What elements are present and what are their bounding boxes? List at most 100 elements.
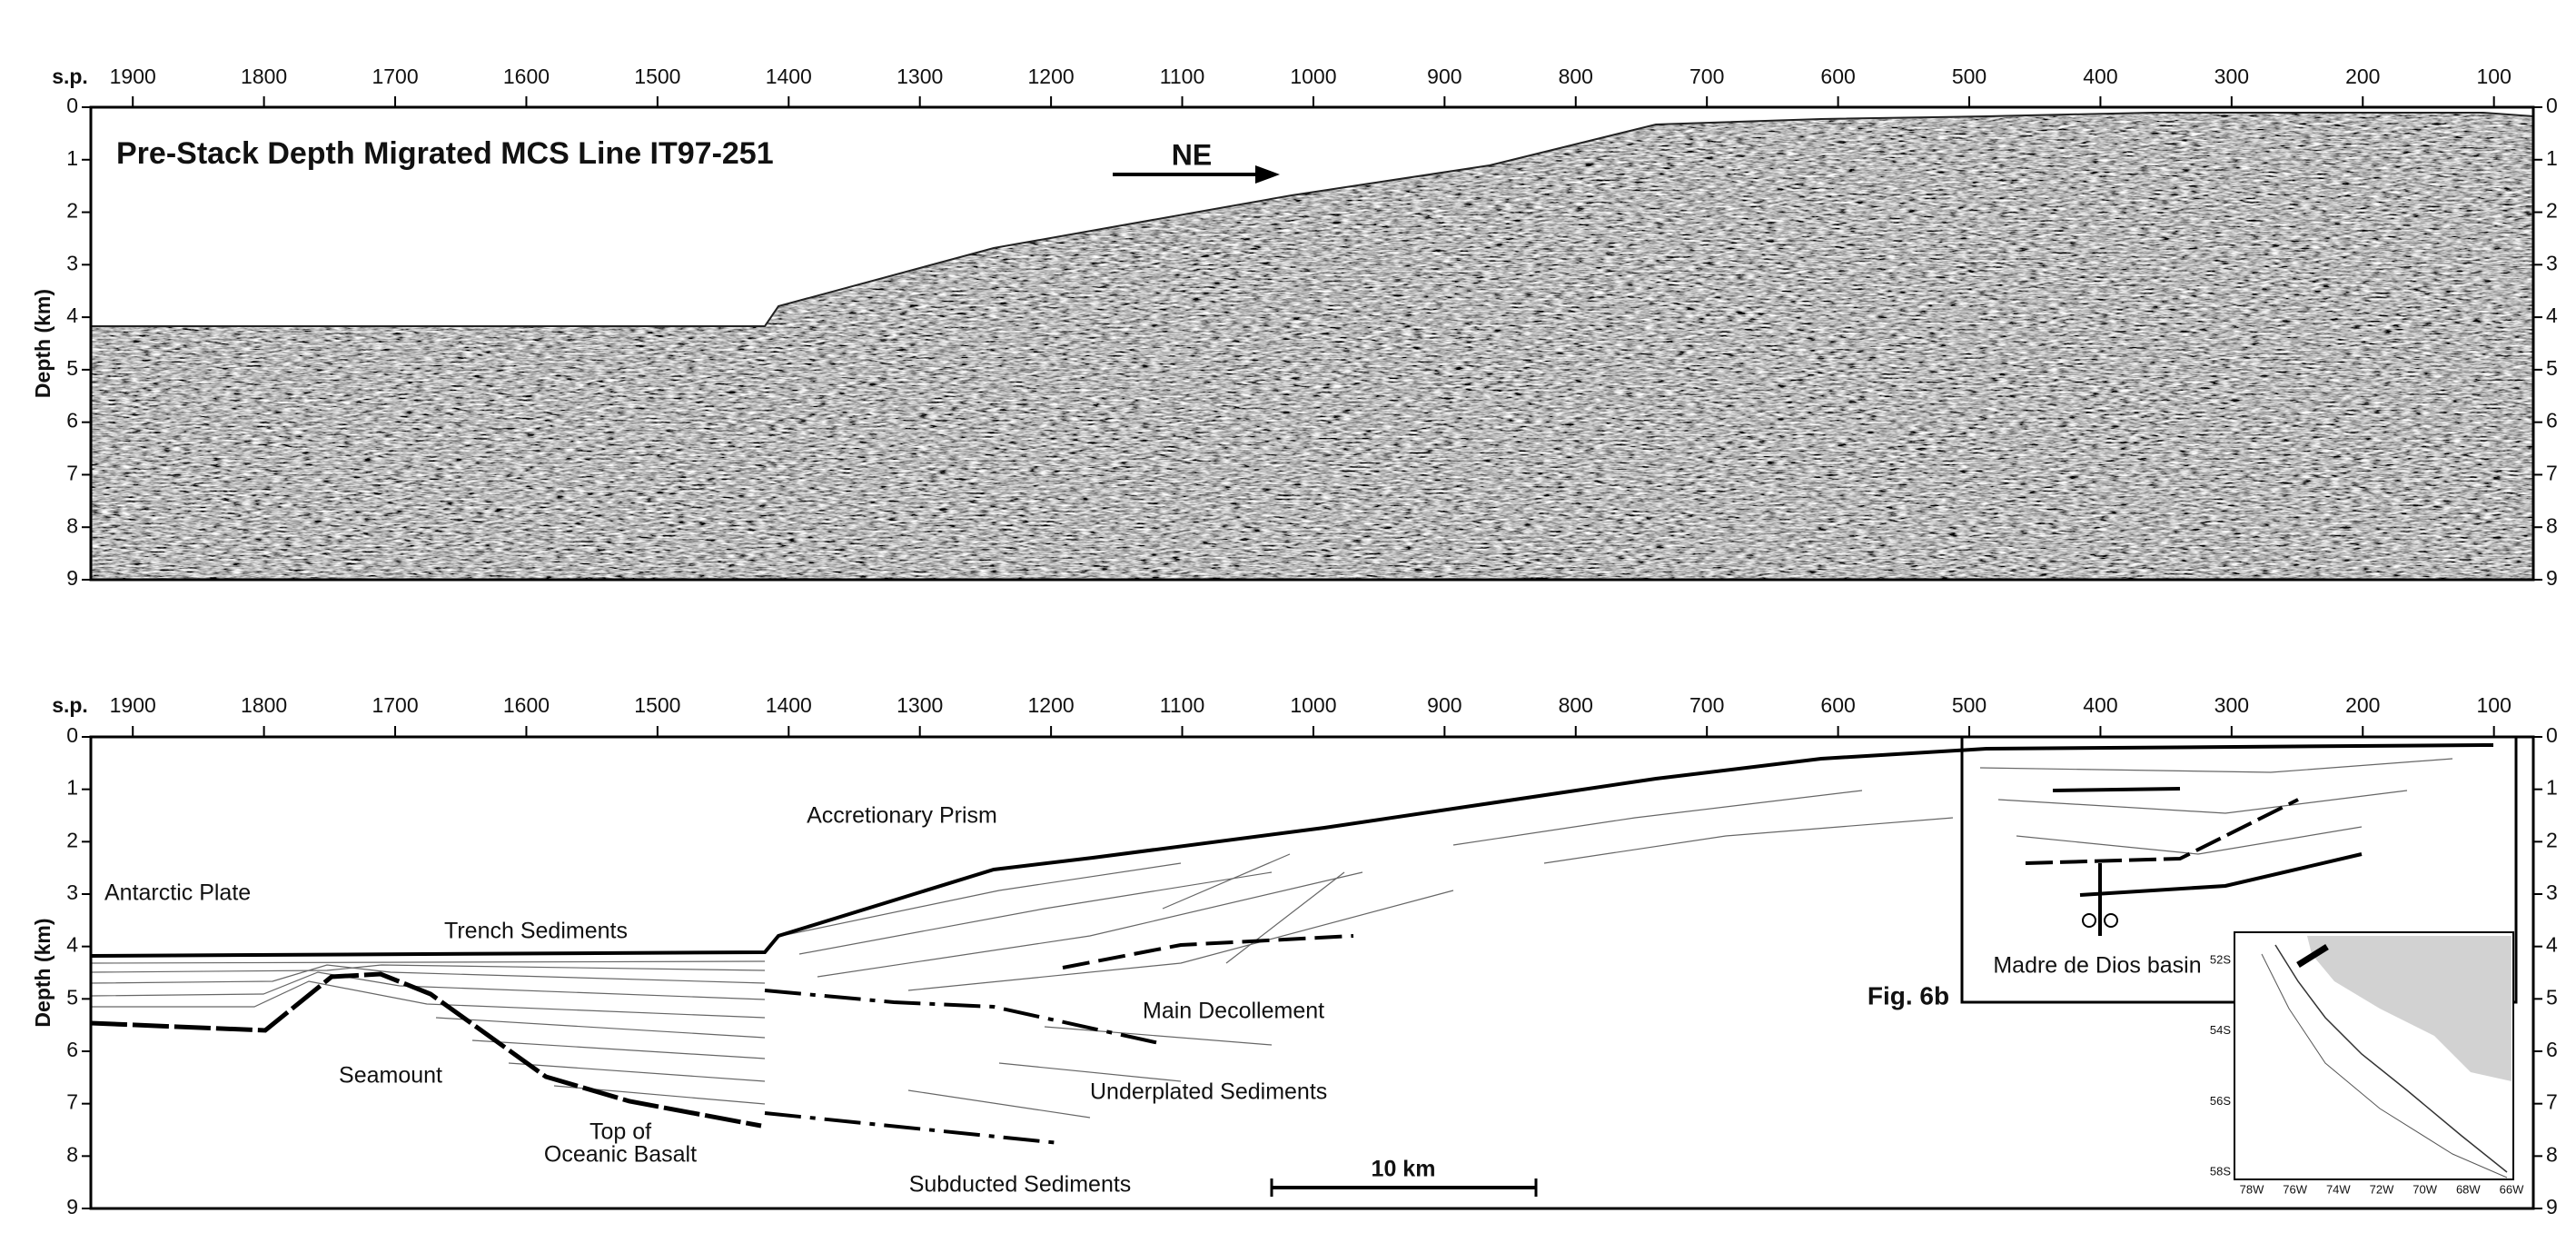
- y-tick-label: 4: [66, 303, 78, 327]
- seismic-image: [91, 113, 2533, 580]
- annotation: Top of: [590, 1119, 651, 1145]
- decollement: [764, 989, 1160, 1045]
- y-tick-label: 1: [66, 776, 78, 800]
- x-tick-label: 200: [2345, 693, 2380, 717]
- y-tick-label: 6: [2546, 409, 2558, 433]
- lat-label: 54S: [2210, 1023, 2231, 1037]
- x-tick-label: 700: [1689, 65, 1724, 88]
- land: [2307, 936, 2512, 1081]
- annotation: Seamount: [339, 1063, 442, 1089]
- lon-label: 70W: [2413, 1182, 2437, 1196]
- basin-horizon: [2052, 787, 2181, 792]
- x-tick-label: 1000: [1290, 65, 1336, 88]
- x-axis-label: s.p.: [52, 65, 88, 88]
- x-tick-label: 800: [1559, 65, 1593, 88]
- y-tick-label: 5: [66, 985, 78, 1009]
- x-tick-label: 1000: [1290, 693, 1336, 717]
- y-tick-label: 4: [66, 933, 78, 957]
- annotation: Madre de Dios basin: [1993, 953, 2201, 979]
- annotation: Main Decollement: [1143, 999, 1324, 1024]
- thrust: [1062, 934, 1354, 970]
- x-tick-label: 900: [1427, 693, 1461, 717]
- x-tick-label: 1200: [1028, 693, 1075, 717]
- y-tick-label: 3: [2546, 880, 2558, 904]
- oceanic-basalt-top: [90, 971, 762, 1129]
- y-tick-label: 7: [66, 1090, 78, 1114]
- annotation: Subducted Sediments: [909, 1172, 1132, 1198]
- x-tick-label: 300: [2214, 693, 2249, 717]
- x-tick-label: 500: [1952, 693, 1986, 717]
- y-tick-label: 4: [2546, 303, 2558, 327]
- x-tick-label: 1800: [241, 693, 287, 717]
- basin-horizon: [2079, 852, 2363, 897]
- y-tick-label: 7: [2546, 1090, 2558, 1114]
- annotation: Underplated Sediments: [1090, 1079, 1327, 1105]
- seafloor: [91, 112, 2534, 327]
- annotation: Trench Sediments: [444, 919, 628, 944]
- lat-label: 58S: [2210, 1164, 2231, 1178]
- y-tick-label: 6: [66, 1038, 78, 1061]
- x-axis-label: s.p.: [52, 693, 88, 717]
- x-tick-label: 1300: [897, 693, 943, 717]
- y-tick-label: 2: [66, 199, 78, 223]
- lon-label: 66W: [2500, 1182, 2524, 1196]
- y-tick-label: 1: [66, 146, 78, 170]
- lat-label: 56S: [2210, 1094, 2231, 1108]
- y-tick-label: 3: [66, 251, 78, 274]
- y-tick-label: 2: [2546, 199, 2558, 223]
- y-tick-label: 0: [66, 723, 78, 747]
- direction-label: NE: [1172, 138, 1212, 171]
- x-tick-label: 100: [2476, 65, 2511, 88]
- y-axis-label: Depth (km): [31, 918, 54, 1027]
- inset-map: 52S 54S 56S 58S 78W 76W 74W 72W 70W 68W 66W: [2210, 931, 2524, 1196]
- y-axis-label: Depth (km): [31, 289, 54, 398]
- panel-frame: [89, 105, 2535, 582]
- x-tick-label: 1100: [1160, 65, 1204, 88]
- x-tick-label: 1300: [897, 65, 943, 88]
- y-tick-label: 6: [66, 409, 78, 433]
- scale-label: 10 km: [1372, 1157, 1436, 1182]
- annotation: Antarctic Plate: [104, 880, 251, 906]
- x-tick-label: 400: [2083, 65, 2117, 88]
- y-tick-label: 9: [66, 566, 78, 590]
- y-tick-label: 8: [2546, 513, 2558, 537]
- annotation: Oceanic Basalt: [544, 1142, 697, 1168]
- x-tick-label: 1400: [766, 65, 812, 88]
- y-tick-label: 2: [2546, 828, 2558, 851]
- y-tick-label: 8: [2546, 1142, 2558, 1166]
- y-tick-label: 3: [2546, 251, 2558, 274]
- title-bg: [107, 134, 852, 176]
- y-tick-label: 1: [2546, 776, 2558, 800]
- x-tick-label: 1700: [372, 693, 418, 717]
- x-tick-label: 600: [1820, 65, 1855, 88]
- y-tick-label: 5: [2546, 356, 2558, 380]
- x-tick-label: 300: [2214, 65, 2249, 88]
- lon-label: 74W: [2326, 1182, 2351, 1196]
- y-tick-label: 1: [2546, 146, 2558, 170]
- x-tick-label: 500: [1952, 65, 1986, 88]
- y-tick-label: 3: [66, 880, 78, 904]
- y-tick-label: 5: [2546, 985, 2558, 1009]
- coastline: [2274, 944, 2508, 1173]
- x-tick-label: 1800: [241, 65, 287, 88]
- x-tick-label: 1500: [634, 65, 680, 88]
- x-tick-label: 900: [1427, 65, 1461, 88]
- strike-slip-symbol: [2082, 913, 2096, 928]
- y-tick-label: 0: [2546, 94, 2558, 117]
- strike-slip-symbol: [2104, 913, 2118, 928]
- x-tick-label: 1700: [372, 65, 418, 88]
- y-tick-label: 9: [2546, 1195, 2558, 1218]
- x-tick-label: 100: [2476, 693, 2511, 717]
- x-tick-label: 1900: [110, 693, 156, 717]
- x-tick-label: 200: [2345, 65, 2380, 88]
- sediment-layers: [90, 758, 2453, 1119]
- x-tick-label: 1200: [1028, 65, 1075, 88]
- panel-title: Pre-Stack Depth Migrated MCS Line IT97-2…: [116, 136, 774, 171]
- x-tick-label: 600: [1820, 693, 1855, 717]
- y-tick-label: 5: [66, 356, 78, 380]
- arrow-head: [1255, 165, 1280, 184]
- x-tick-label: 1900: [110, 65, 156, 88]
- profile-location: [2296, 944, 2329, 968]
